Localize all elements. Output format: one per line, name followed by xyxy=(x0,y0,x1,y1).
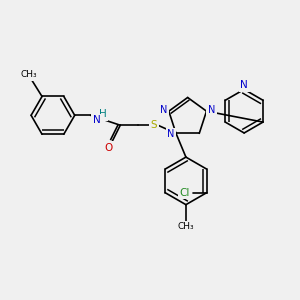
Text: O: O xyxy=(104,143,112,153)
Text: S: S xyxy=(151,120,157,130)
Text: N: N xyxy=(208,105,215,115)
Text: N: N xyxy=(167,129,175,139)
Text: N: N xyxy=(93,115,101,125)
Text: CH₃: CH₃ xyxy=(178,222,194,231)
Text: N: N xyxy=(240,80,248,90)
Text: Cl: Cl xyxy=(179,188,190,198)
Text: N: N xyxy=(160,105,167,115)
Text: CH₃: CH₃ xyxy=(21,70,38,79)
Text: H: H xyxy=(99,109,106,119)
